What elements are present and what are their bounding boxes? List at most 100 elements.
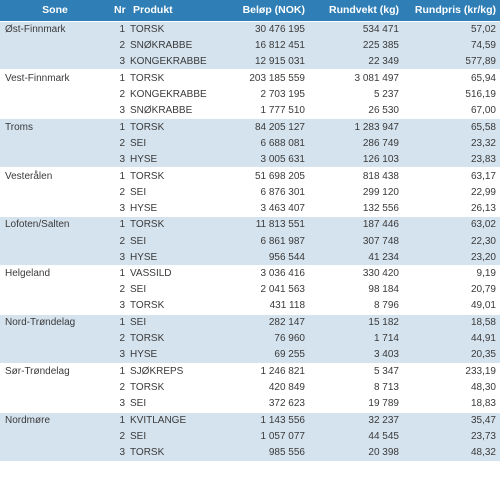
cell-nr: 3 bbox=[119, 398, 125, 410]
cell-rundvekt: 187 446 bbox=[309, 216, 403, 233]
cell-produkt: HYSE bbox=[130, 202, 158, 214]
cell-nr: 1 bbox=[110, 69, 127, 87]
cell-rundvekt: 818 438 bbox=[309, 167, 403, 184]
cell-rundpris: 23,32 bbox=[470, 137, 496, 149]
cell-produkt: SJØKREPS bbox=[127, 362, 224, 380]
cell-rundpris: 65,94 bbox=[403, 69, 500, 87]
cell-nr: 2 bbox=[119, 235, 125, 247]
table-body: Øst-Finnmark 1 TORSK 30 476 195 534 471 57,02… bbox=[0, 20, 500, 462]
cell-nr: 1 bbox=[110, 216, 127, 233]
cell-rundvekt: 32 237 bbox=[309, 411, 403, 429]
cell-nr: 3 bbox=[119, 251, 125, 263]
cell-rundvekt: 41 234 bbox=[368, 251, 399, 263]
cell-nr: 1 bbox=[110, 411, 127, 429]
cell-sone bbox=[0, 135, 110, 151]
cell-rundpris: 23,73 bbox=[470, 431, 496, 443]
table-row: 3 KONGEKRABBE 12 915 031 22 349 577,89 bbox=[0, 53, 500, 70]
table-row: 3 SNØKRABBE 1 777 510 26 530 67,00 bbox=[0, 102, 500, 118]
cell-belop: 76 960 bbox=[274, 333, 305, 345]
cell-produkt: SEI bbox=[130, 398, 147, 410]
cell-belop: 6 688 081 bbox=[260, 137, 306, 149]
cell-belop: 282 147 bbox=[224, 313, 309, 331]
cell-rundvekt: 22 349 bbox=[368, 55, 399, 67]
cell-belop: 11 813 551 bbox=[224, 216, 309, 233]
cell-produkt: KONGEKRABBE bbox=[130, 88, 207, 100]
cell-sone bbox=[0, 249, 110, 265]
cell-rundpris: 18,58 bbox=[403, 313, 500, 331]
cell-sone: Øst-Finnmark bbox=[0, 20, 110, 38]
header-produkt: Produkt bbox=[133, 4, 173, 17]
cell-produkt: VASSILD bbox=[127, 264, 224, 282]
cell-belop: 3 463 407 bbox=[260, 202, 306, 214]
cell-produkt: TORSK bbox=[127, 69, 224, 87]
cell-produkt: TORSK bbox=[130, 382, 165, 394]
cell-rundvekt: 98 184 bbox=[368, 284, 399, 296]
cell-belop: 1 057 077 bbox=[260, 431, 306, 443]
cell-nr: 3 bbox=[119, 349, 125, 361]
cell-sone: Troms bbox=[0, 118, 110, 136]
cell-belop: 1 777 510 bbox=[260, 104, 306, 116]
cell-sone bbox=[0, 54, 110, 70]
cell-nr: 1 bbox=[110, 118, 127, 136]
cell-sone: Lofoten/Salten bbox=[0, 216, 110, 233]
cell-sone bbox=[0, 184, 110, 200]
cell-nr: 2 bbox=[119, 88, 125, 100]
cell-rundpris: 48,30 bbox=[470, 382, 496, 394]
cell-produkt: SEI bbox=[130, 235, 147, 247]
cell-nr: 2 bbox=[119, 431, 125, 443]
cell-rundvekt: 15 182 bbox=[309, 313, 403, 331]
cell-sone bbox=[0, 396, 110, 412]
cell-sone: Helgeland bbox=[0, 264, 110, 282]
cell-sone bbox=[0, 102, 110, 118]
cell-produkt: SEI bbox=[130, 137, 147, 149]
table-row: 2 TORSK 420 849 8 713 48,30 bbox=[0, 380, 500, 396]
cell-belop: 84 205 127 bbox=[224, 118, 309, 136]
cell-rundvekt: 3 403 bbox=[373, 349, 399, 361]
cell-rundvekt: 299 120 bbox=[362, 186, 399, 198]
cell-belop: 3 005 631 bbox=[260, 153, 306, 165]
table-row: 2 SEI 6 876 301 299 120 22,99 bbox=[0, 184, 500, 200]
cell-rundvekt: 5 347 bbox=[309, 362, 403, 380]
cell-rundvekt: 286 749 bbox=[362, 137, 399, 149]
cell-belop: 1 143 556 bbox=[224, 411, 309, 429]
cell-belop: 69 255 bbox=[274, 349, 305, 361]
cell-rundvekt: 307 748 bbox=[362, 235, 399, 247]
cell-belop: 372 623 bbox=[268, 398, 305, 410]
cell-rundpris: 233,19 bbox=[403, 362, 500, 380]
cell-rundvekt: 1 283 947 bbox=[309, 118, 403, 136]
cell-sone bbox=[0, 445, 110, 461]
cell-sone: Vest-Finnmark bbox=[0, 69, 110, 87]
cell-rundpris: 65,58 bbox=[403, 118, 500, 136]
table-row: 3 HYSE 956 544 41 234 23,20 bbox=[0, 249, 500, 266]
table-row: Vest-Finnmark 1 TORSK 203 185 559 3 081 497 6… bbox=[0, 69, 500, 87]
cell-nr: 1 bbox=[110, 167, 127, 184]
table-row: Helgeland 1 VASSILD 3 036 416 330 420 9,19 bbox=[0, 264, 500, 282]
cell-produkt: TORSK bbox=[127, 20, 224, 38]
cell-nr: 2 bbox=[119, 39, 125, 51]
cell-produkt: SEI bbox=[127, 313, 224, 331]
cell-produkt: SNØKRABBE bbox=[130, 104, 193, 116]
cell-rundvekt: 20 398 bbox=[368, 447, 399, 459]
cell-rundvekt: 330 420 bbox=[309, 264, 403, 282]
cell-belop: 12 915 031 bbox=[254, 55, 305, 67]
cell-nr: 2 bbox=[119, 137, 125, 149]
cell-belop: 51 698 205 bbox=[224, 167, 309, 184]
cell-rundpris: 20,79 bbox=[470, 284, 496, 296]
cell-nr: 3 bbox=[119, 447, 125, 459]
cell-produkt: HYSE bbox=[130, 349, 158, 361]
cell-nr: 3 bbox=[119, 202, 125, 214]
table-row: 2 SEI 1 057 077 44 545 23,73 bbox=[0, 428, 500, 445]
cell-nr: 3 bbox=[119, 104, 125, 116]
cell-belop: 6 861 987 bbox=[260, 235, 306, 247]
cell-rundvekt: 44 545 bbox=[368, 431, 399, 443]
cell-rundpris: 63,17 bbox=[403, 167, 500, 184]
cell-sone bbox=[0, 331, 110, 347]
header-nr: Nr bbox=[114, 4, 126, 17]
table-row: Nordmøre 1 KVITLANGE 1 143 556 32 237 35,47 bbox=[0, 411, 500, 429]
table-row: 3 HYSE 3 005 631 126 103 23,83 bbox=[0, 151, 500, 168]
cell-sone: Nordmøre bbox=[0, 411, 110, 429]
cell-nr: 2 bbox=[119, 333, 125, 345]
cell-produkt: TORSK bbox=[127, 167, 224, 184]
cell-produkt: TORSK bbox=[130, 300, 165, 312]
cell-belop: 2 041 563 bbox=[260, 284, 306, 296]
